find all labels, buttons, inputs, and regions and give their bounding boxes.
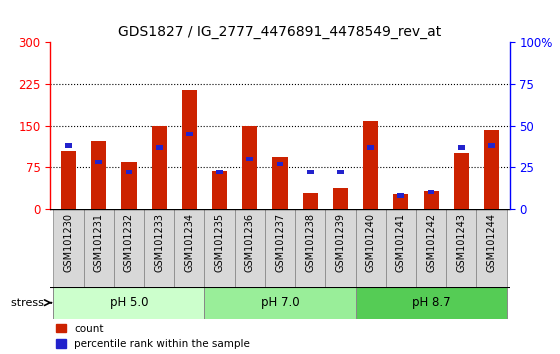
Bar: [423, 190, 438, 209]
Bar: [83, 209, 114, 287]
Bar: [95, 160, 102, 165]
Bar: [295, 209, 325, 287]
Bar: [235, 209, 265, 287]
Text: GSM101241: GSM101241: [396, 213, 406, 272]
Text: GSM101244: GSM101244: [487, 213, 497, 272]
Bar: [204, 209, 235, 287]
Text: pH 5.0: pH 5.0: [110, 296, 148, 309]
Text: GSM101234: GSM101234: [184, 213, 194, 272]
Text: GSM101235: GSM101235: [214, 213, 225, 272]
Bar: [307, 170, 314, 175]
Bar: [428, 190, 435, 194]
Text: GSM101236: GSM101236: [245, 213, 255, 272]
Bar: [246, 157, 253, 161]
Bar: [125, 170, 132, 175]
Bar: [333, 188, 348, 209]
Text: GSM101240: GSM101240: [366, 213, 376, 272]
Bar: [156, 145, 162, 149]
Bar: [446, 209, 477, 287]
Bar: [367, 145, 374, 149]
Text: GSM101233: GSM101233: [154, 213, 164, 272]
Bar: [53, 287, 204, 319]
Bar: [273, 157, 287, 209]
Text: GSM101230: GSM101230: [63, 213, 73, 272]
Bar: [212, 171, 227, 209]
Bar: [182, 90, 197, 209]
Title: GDS1827 / IG_2777_4476891_4478549_rev_at: GDS1827 / IG_2777_4476891_4478549_rev_at: [118, 25, 442, 39]
Bar: [325, 209, 356, 287]
Bar: [114, 209, 144, 287]
Bar: [398, 193, 404, 198]
Bar: [363, 121, 378, 209]
Bar: [53, 209, 83, 287]
Bar: [186, 132, 193, 136]
Bar: [174, 209, 204, 287]
Bar: [477, 209, 507, 287]
Bar: [484, 130, 499, 209]
Bar: [61, 151, 76, 209]
Legend: count, percentile rank within the sample: count, percentile rank within the sample: [55, 324, 250, 349]
Text: GSM101242: GSM101242: [426, 213, 436, 272]
Bar: [458, 145, 465, 149]
Text: stress: stress: [11, 298, 48, 308]
Text: pH 8.7: pH 8.7: [412, 296, 450, 309]
Bar: [216, 170, 223, 175]
Bar: [204, 287, 356, 319]
Text: pH 7.0: pH 7.0: [261, 296, 299, 309]
Bar: [337, 170, 344, 175]
Bar: [416, 209, 446, 287]
Bar: [122, 162, 137, 209]
Bar: [65, 143, 72, 148]
Bar: [242, 126, 258, 209]
Bar: [265, 209, 295, 287]
Bar: [152, 126, 167, 209]
Bar: [454, 153, 469, 209]
Bar: [356, 209, 386, 287]
Text: GSM101239: GSM101239: [335, 213, 346, 272]
Text: GSM101243: GSM101243: [456, 213, 466, 272]
Bar: [356, 287, 507, 319]
Bar: [488, 143, 495, 148]
Bar: [302, 193, 318, 209]
Bar: [144, 209, 174, 287]
Bar: [277, 162, 283, 166]
Bar: [393, 194, 408, 209]
Bar: [91, 141, 106, 209]
Text: GSM101231: GSM101231: [94, 213, 104, 272]
Text: GSM101238: GSM101238: [305, 213, 315, 272]
Text: GSM101232: GSM101232: [124, 213, 134, 272]
Bar: [386, 209, 416, 287]
Text: GSM101237: GSM101237: [275, 213, 285, 272]
